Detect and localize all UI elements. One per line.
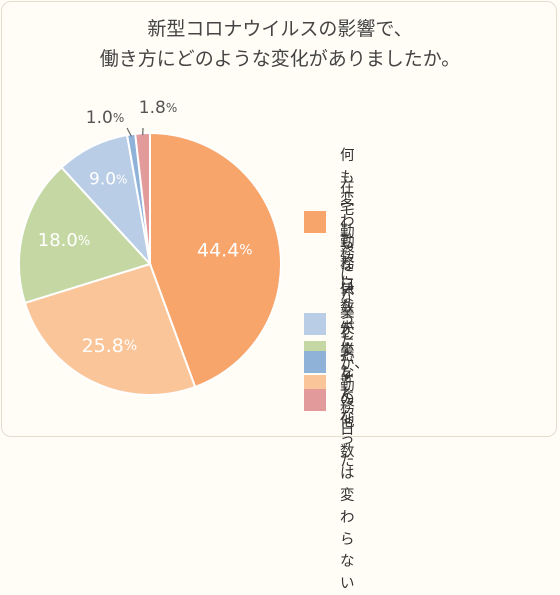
data-label: 1.0% bbox=[86, 108, 124, 128]
legend-label: その他 bbox=[340, 367, 355, 433]
pie-chart: 44.4%25.8%18.0%9.0%1.0%1.8% bbox=[0, 0, 560, 440]
data-label: 44.4% bbox=[197, 239, 253, 261]
data-label: 1.8% bbox=[139, 98, 177, 118]
data-label: 18.0% bbox=[38, 230, 90, 251]
data-label: 25.8% bbox=[82, 335, 138, 357]
legend-item: その他 bbox=[304, 367, 355, 433]
legend-swatch bbox=[304, 389, 326, 411]
